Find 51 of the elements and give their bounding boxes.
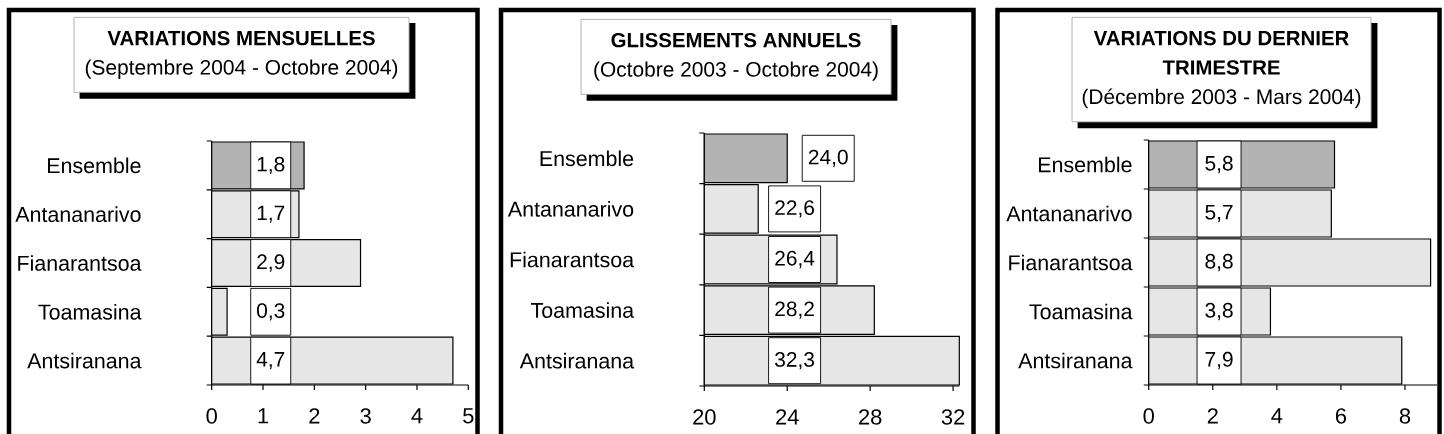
data-label: 24,0 xyxy=(808,149,848,167)
x-tick-label: 8 xyxy=(1399,408,1411,424)
y-tick-label: Toamasina xyxy=(531,302,635,318)
x-tick-label: 28 xyxy=(859,409,882,425)
x-tick-label: 0 xyxy=(1143,408,1154,424)
data-label: 3,8 xyxy=(1205,302,1233,321)
chart-subtitle: (Octobre 2003 - Octobre 2004) xyxy=(594,61,878,81)
x-tick-label: 4 xyxy=(411,408,423,424)
data-label: 0,3 xyxy=(256,303,285,321)
data-label: 32,3 xyxy=(775,352,815,370)
y-tick-label: Antsiranana xyxy=(519,352,635,369)
x-tick-label: 1 xyxy=(258,408,269,424)
y-tick-label: Antsiranana xyxy=(27,352,142,369)
chart-subtitle: (Septembre 2004 - Octobre 2004) xyxy=(85,59,398,79)
data-label: 26,4 xyxy=(775,250,815,269)
data-label: 4,7 xyxy=(256,352,285,370)
data-label: 5,7 xyxy=(1205,204,1233,223)
x-tick-label: 5 xyxy=(463,408,474,424)
x-tick-label: 2 xyxy=(309,408,320,424)
y-tick-label: Fianarantsoa xyxy=(1009,254,1133,271)
y-tick-label: Ensemble xyxy=(1039,156,1132,173)
x-tick-label: 6 xyxy=(1335,408,1347,424)
x-tick-label: 32 xyxy=(941,409,965,425)
y-tick-label: Antananarivo xyxy=(15,206,141,223)
y-tick-label: Antananarivo xyxy=(1006,205,1132,222)
y-tick-label: Antananarivo xyxy=(507,201,634,217)
data-label: 2,9 xyxy=(257,254,285,272)
y-tick-label: Fianarantsoa xyxy=(18,255,142,271)
chart-subtitle: (Décembre 2003 - Mars 2004) xyxy=(1082,88,1361,109)
chart-title: GLISSEMENTS ANNUELS xyxy=(611,32,861,48)
x-tick-label: 0 xyxy=(206,408,217,424)
data-label: 1,7 xyxy=(257,205,285,223)
data-label: 28,2 xyxy=(775,301,814,319)
x-tick-label: 24 xyxy=(776,409,799,425)
y-tick-label: Toamasina xyxy=(38,303,142,320)
y-tick-label: Antsiranana xyxy=(1018,352,1133,369)
y-tick-label: Ensemble xyxy=(540,150,634,167)
y-tick-label: Toamasina xyxy=(1029,303,1133,320)
x-tick-label: 20 xyxy=(693,409,716,425)
x-tick-label: 2 xyxy=(1207,408,1218,424)
data-label: 1,8 xyxy=(257,156,285,175)
y-tick-label: Ensemble xyxy=(48,157,141,174)
chart-title: VARIATIONS DU DERNIER TRIMESTRE xyxy=(1093,30,1349,75)
x-tick-label: 3 xyxy=(360,408,371,424)
data-label: 8,8 xyxy=(1205,253,1233,272)
x-tick-label: 4 xyxy=(1271,408,1283,424)
data-label: 7,9 xyxy=(1205,351,1233,370)
data-label: 22,6 xyxy=(775,200,815,218)
chart-title: VARIATIONS MENSUELLES xyxy=(107,30,375,46)
y-tick-label: Fianarantsoa xyxy=(510,251,635,268)
data-label: 5,8 xyxy=(1205,155,1233,174)
